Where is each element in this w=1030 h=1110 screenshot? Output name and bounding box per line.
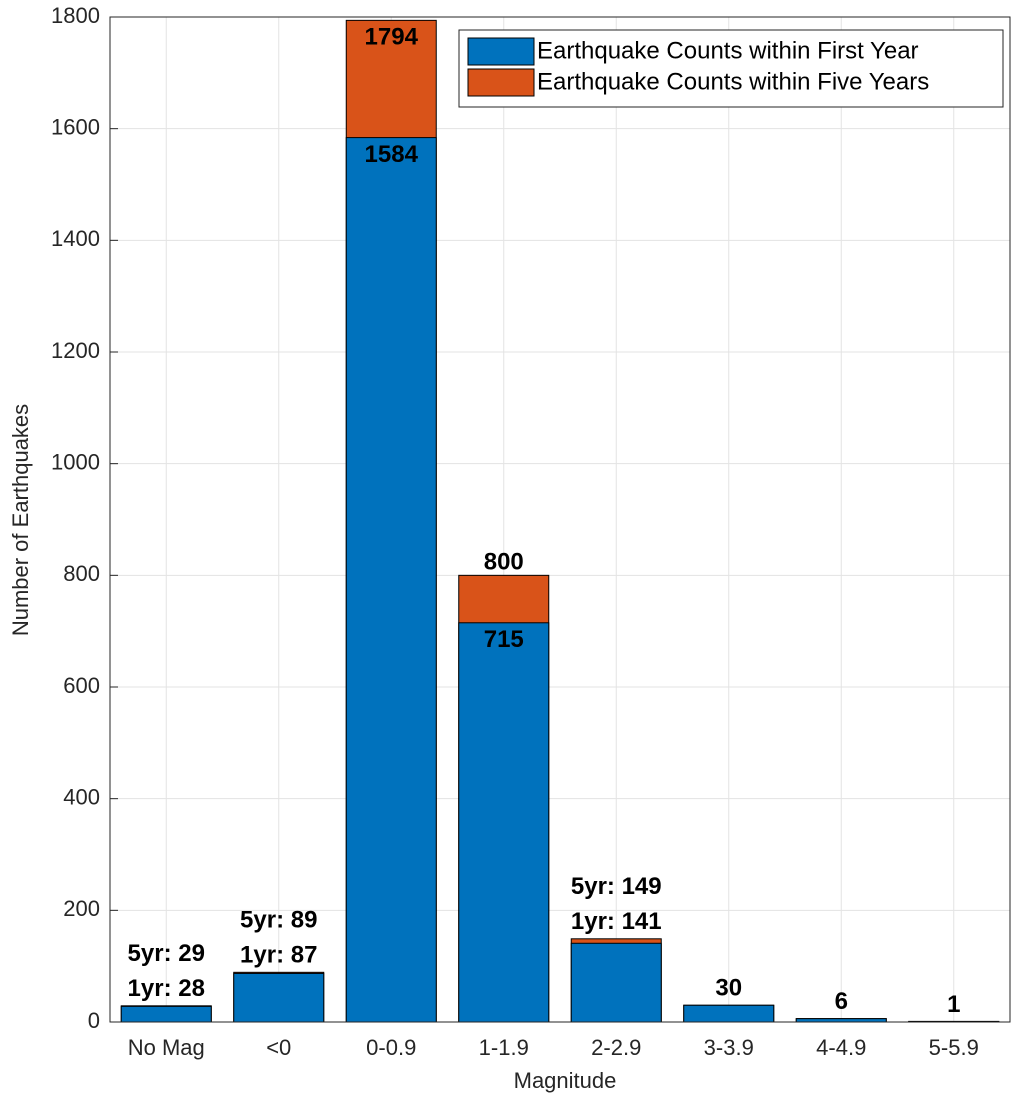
value-label: 1yr: 87: [240, 942, 317, 969]
value-label: 715: [484, 626, 524, 653]
y-tick-label: 200: [63, 896, 100, 921]
x-axis-label: Magnitude: [514, 1068, 617, 1093]
value-label: 30: [715, 975, 742, 1002]
y-tick-label: 1000: [51, 449, 100, 474]
value-label: 1794: [365, 24, 419, 51]
bar: [683, 1004, 775, 1023]
y-tick-label: 1800: [51, 3, 100, 28]
bar: [120, 1005, 212, 1023]
bar: [233, 972, 325, 1023]
x-tick-label: 2-2.9: [591, 1035, 641, 1060]
value-label: 5yr: 89: [240, 907, 317, 934]
x-tick-label: 3-3.9: [704, 1035, 754, 1060]
bar: [345, 137, 437, 1023]
x-tick-label: 4-4.9: [816, 1035, 866, 1060]
plot-area: [110, 17, 1010, 1022]
y-tick-label: 400: [63, 784, 100, 809]
axes-box: [109, 16, 1011, 1023]
x-tick-label: <0: [266, 1035, 291, 1060]
value-label: 1yr: 141: [571, 908, 662, 935]
legend-label: Earthquake Counts within Five Years: [537, 68, 929, 95]
bar: [458, 622, 550, 1023]
y-axis-label: Number of Earthquakes: [8, 404, 33, 636]
y-tick-label: 1200: [51, 338, 100, 363]
x-tick-label: 5-5.9: [929, 1035, 979, 1060]
y-tick-label: 1400: [51, 226, 100, 251]
value-label: 1584: [365, 141, 419, 168]
value-label: 6: [835, 988, 848, 1015]
y-tick-label: 1600: [51, 114, 100, 139]
y-tick-label: 0: [88, 1008, 100, 1033]
x-tick-label: 1-1.9: [479, 1035, 529, 1060]
legend-swatch: [467, 37, 535, 66]
value-label: 5yr: 29: [128, 940, 205, 967]
y-tick-label: 600: [63, 673, 100, 698]
value-label: 800: [484, 549, 524, 576]
legend-swatch: [467, 68, 535, 97]
bar: [795, 1018, 887, 1023]
legend-label: Earthquake Counts within First Year: [537, 37, 919, 64]
y-tick-label: 800: [63, 561, 100, 586]
value-label: 5yr: 149: [571, 873, 662, 900]
x-tick-label: 0-0.9: [366, 1035, 416, 1060]
x-tick-label: No Mag: [128, 1035, 205, 1060]
bar: [570, 942, 662, 1023]
value-label: 1: [947, 991, 960, 1018]
legend-box: [458, 29, 1004, 108]
value-label: 1yr: 28: [128, 975, 205, 1002]
